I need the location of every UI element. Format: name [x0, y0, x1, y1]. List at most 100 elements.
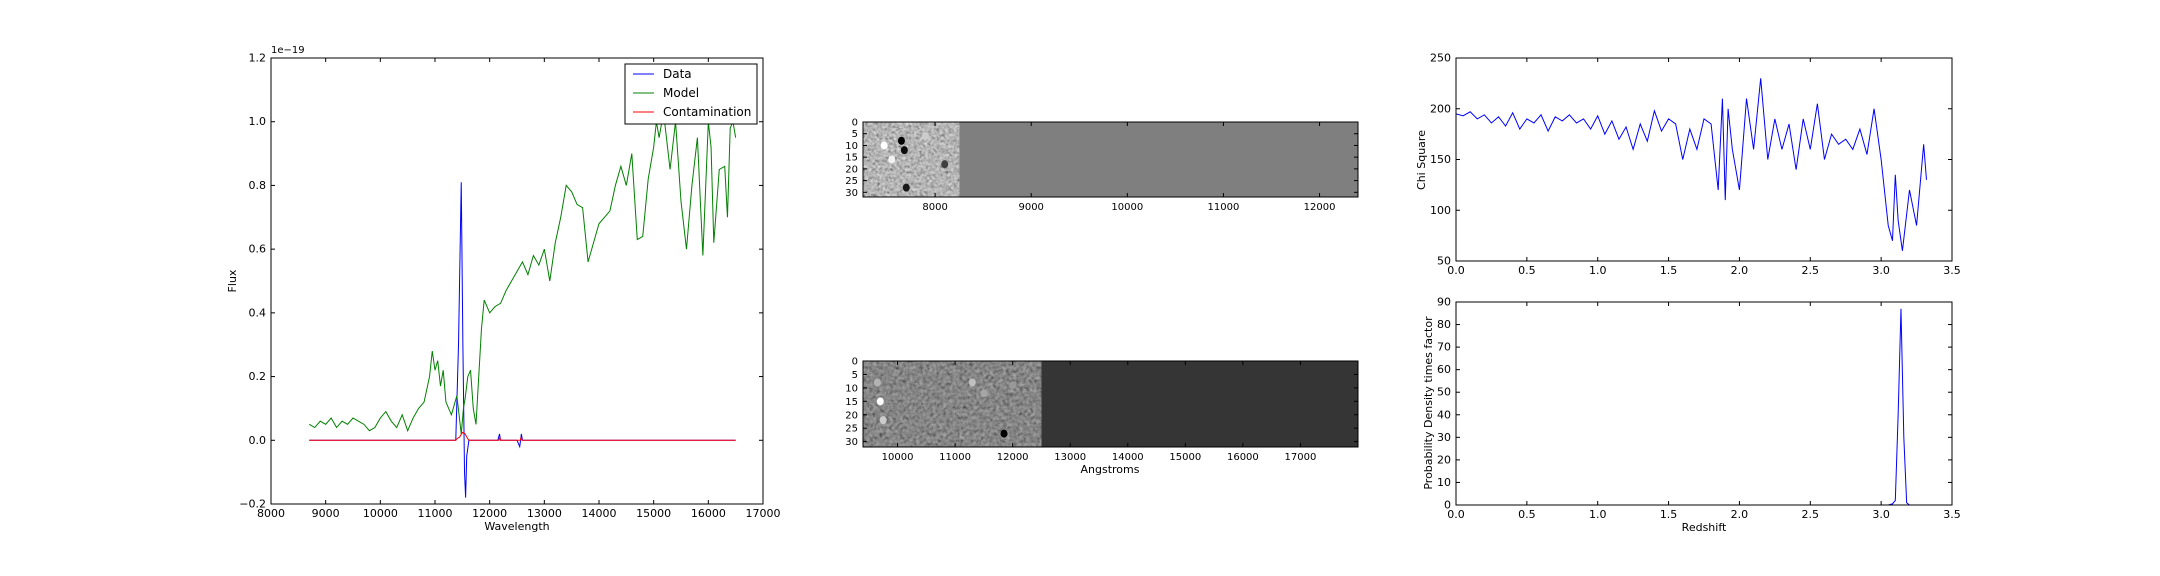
image-bottom-pixel-feature	[876, 397, 884, 406]
legend-data-label: Data	[663, 67, 692, 81]
chi-square-y-tick-label: 150	[1430, 153, 1451, 166]
spectrum-x-tick-label: 13000	[527, 507, 562, 520]
image-bottom-axes-frame	[862, 360, 1359, 448]
chi-square-x-tick-label: 1.5	[1660, 264, 1678, 277]
image-bottom-pixel-feature	[873, 378, 881, 387]
image-top-y-tick-label: 15	[845, 153, 858, 164]
spectrum-x-tick-label: 17000	[746, 507, 781, 520]
image-bottom-x-tick-label: 16000	[1227, 452, 1259, 463]
image-bottom-x-tick-label: 17000	[1285, 452, 1317, 463]
chi-square-y-tick-label: 100	[1430, 204, 1451, 217]
image-bottom-x-tick-label: 12000	[997, 452, 1029, 463]
spectrum-series-line-contamination	[309, 431, 736, 441]
image-top-y-tick-label: 5	[852, 129, 858, 140]
chi-square-y-tick-label: 250	[1430, 52, 1451, 65]
image-bottom-y-tick-label: 30	[845, 437, 858, 448]
probability-x-tick-label: 3.5	[1943, 508, 1961, 521]
image-bottom-y-tick-label: 25	[845, 424, 858, 435]
image-top-y-tick-label: 0	[852, 118, 858, 129]
chi-square-x-tick-label: 0.0	[1447, 264, 1465, 277]
spectrum-series-line-model	[309, 119, 737, 434]
image-bottom-x-tick-label: 10000	[882, 452, 914, 463]
chi-square-y-tick-label: 200	[1430, 102, 1451, 115]
image-top-pixel-feature	[900, 146, 908, 155]
spectrum-y-tick-label: 1.0	[249, 115, 267, 128]
spectrum-y-axis-label: Flux	[226, 269, 239, 292]
probability-x-tick-label: 1.0	[1589, 508, 1607, 521]
chi-square-y-tick-label: 50	[1437, 255, 1451, 268]
spectrum-legend: Data Model Contamination	[624, 63, 758, 125]
probability-y-tick-label: 60	[1437, 363, 1451, 376]
spectrum-y-tick-label: 0.2	[249, 370, 267, 383]
image-top-x-tick-label: 11000	[1208, 202, 1240, 213]
spectrum-x-axis-label: Wavelength	[484, 520, 549, 533]
legend-model-label: Model	[663, 86, 699, 100]
image-top-x-tick-label: 9000	[1018, 202, 1043, 213]
spectrum-y-tick-label: 0.6	[249, 243, 267, 256]
image-top-pixel-feature	[888, 155, 896, 164]
image-bottom-pixel-feature	[1009, 381, 1017, 390]
probability-y-tick-label: 0	[1444, 499, 1451, 512]
image-bottom-y-tick-label: 20	[845, 410, 858, 421]
probability-y-tick-label: 50	[1437, 386, 1451, 399]
image-bottom-pixel-feature	[968, 378, 976, 387]
image-top-y-tick-label: 20	[845, 164, 858, 175]
probability-y-tick-label: 30	[1437, 431, 1451, 444]
image-bottom-x-tick-label: 11000	[939, 452, 971, 463]
spectrum-y-tick-label: 0.4	[249, 306, 267, 319]
image-bottom-x-tick-label: 13000	[1054, 452, 1086, 463]
image-top-pixel-feature	[921, 132, 929, 141]
image-bottom-panel: 10000 11000 12000 13000 14000 15000 16000 17000…	[845, 357, 1359, 476]
image-bottom-y-tick-label: 0	[852, 357, 858, 368]
probability-x-tick-label: 2.5	[1802, 508, 1820, 521]
probability-x-tick-label: 3.0	[1872, 508, 1890, 521]
image-bottom-pixel-feature	[879, 416, 887, 425]
image-bottom-x-tick-label: 14000	[1112, 452, 1144, 463]
probability-x-tick-label: 1.5	[1660, 508, 1678, 521]
spectrum-panel: 8000 9000 10000 11000 12000 13000 14000 15000 16…	[226, 45, 781, 533]
image-top-pixel-feature	[902, 183, 910, 192]
image-top-noise	[863, 122, 960, 197]
legend-contamination-label: Contamination	[663, 105, 751, 119]
chi-square-x-tick-label: 0.5	[1518, 264, 1536, 277]
probability-series-line-0	[1456, 308, 1924, 505]
spectrum-axes-frame	[270, 57, 764, 505]
probability-x-tick-label: 0.5	[1518, 508, 1536, 521]
chi-square-panel: 0.0 0.5 1.0 1.5 2.0 2.5 3.0 3.5 50 100 150 200 250 C…	[1415, 52, 1961, 278]
probability-x-tick-label: 2.0	[1731, 508, 1749, 521]
probability-axes-frame	[1455, 301, 1953, 506]
probability-y-tick-label: 20	[1437, 453, 1451, 466]
image-top-y-tick-label: 10	[845, 141, 858, 152]
probability-y-tick-label: 10	[1437, 476, 1451, 489]
probability-y-tick-label: 80	[1437, 318, 1451, 331]
image-top-x-tick-label: 8000	[922, 202, 947, 213]
probability-x-axis-label: Redshift	[1682, 521, 1727, 534]
spectrum-x-tick-label: 8000	[257, 507, 285, 520]
spectrum-y-tick-label: 1.2	[249, 52, 267, 65]
chi-square-x-tick-label: 2.5	[1802, 264, 1820, 277]
image-top-axes-frame	[862, 121, 1359, 198]
spectrum-x-tick-label: 10000	[363, 507, 398, 520]
image-top-x-tick-label: 10000	[1111, 202, 1143, 213]
image-top-pixel-feature	[897, 136, 905, 145]
probability-y-tick-label: 90	[1437, 296, 1451, 309]
image-bottom-x-axis-label: Angstroms	[1081, 463, 1140, 476]
image-bottom-pixel-feature	[1000, 429, 1008, 438]
image-bottom-x-tick-label: 15000	[1169, 452, 1201, 463]
chi-square-y-axis-label: Chi Square	[1415, 130, 1428, 190]
image-top-y-tick-label: 25	[845, 176, 858, 187]
spectrum-x-tick-label: 9000	[312, 507, 340, 520]
chi-square-x-tick-label: 2.0	[1731, 264, 1749, 277]
spectrum-x-tick-label: 11000	[418, 507, 453, 520]
probability-y-axis-label: Probability Density times factor	[1422, 316, 1435, 490]
chi-square-series-line-0	[1456, 78, 1927, 251]
image-bottom-pixel-feature	[980, 389, 988, 398]
image-top-y-tick-label: 30	[845, 188, 858, 199]
spectrum-x-tick-label: 15000	[636, 507, 671, 520]
spectrum-x-tick-label: 14000	[582, 507, 617, 520]
spectrum-x-tick-label: 16000	[691, 507, 726, 520]
image-bottom-noise	[863, 361, 1042, 447]
image-bottom-y-tick-label: 10	[845, 383, 858, 394]
